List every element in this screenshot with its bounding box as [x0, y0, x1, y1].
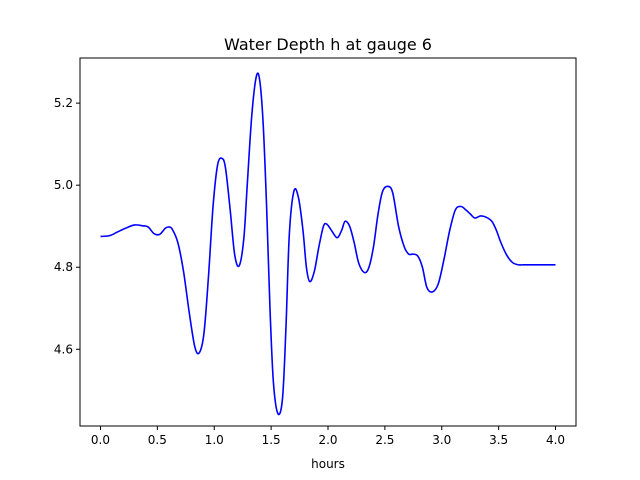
y-tick-label: 5.2: [54, 96, 73, 110]
y-tick-label: 4.6: [54, 342, 73, 356]
y-axis: 4.6 4.8 5.0 5.2: [54, 96, 80, 356]
x-tick-label: 3.5: [489, 433, 508, 447]
x-tick-label: 1.5: [262, 433, 281, 447]
y-tick-label: 4.8: [54, 260, 73, 274]
x-axis-label: hours: [311, 457, 345, 471]
x-tick-label: 2.5: [375, 433, 394, 447]
x-axis: 0.0 0.5 1.0 1.5 2.0 2.5 3.0 3.5 4.0: [91, 426, 565, 447]
x-tick-label: 4.0: [546, 433, 565, 447]
x-tick-label: 0.0: [91, 433, 110, 447]
x-tick-label: 1.0: [205, 433, 224, 447]
chart-title: Water Depth h at gauge 6: [224, 35, 432, 54]
series-line-0: [100, 72, 556, 416]
x-tick-label: 0.5: [148, 433, 167, 447]
x-tick-label: 3.0: [432, 433, 451, 447]
plot-area: [100, 72, 556, 416]
x-tick-label: 2.0: [318, 433, 337, 447]
y-tick-label: 5.0: [54, 178, 73, 192]
